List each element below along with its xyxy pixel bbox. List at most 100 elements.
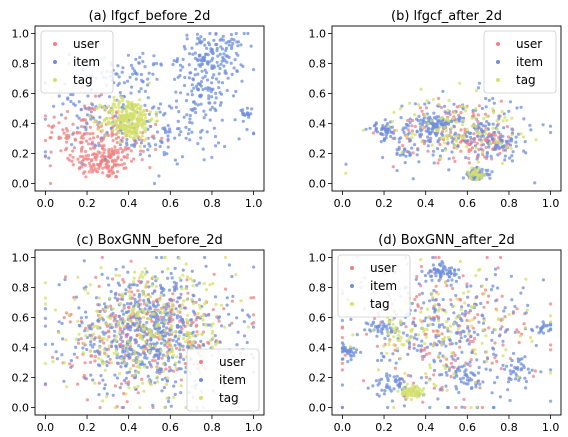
point-item xyxy=(514,135,518,139)
point-tag xyxy=(521,135,526,139)
point-item xyxy=(501,363,505,367)
point-item xyxy=(548,124,553,128)
point-item xyxy=(415,337,419,341)
point-item xyxy=(194,84,198,88)
point-item xyxy=(189,318,194,322)
point-tag xyxy=(189,345,194,350)
point-item xyxy=(171,338,175,342)
point-item xyxy=(156,357,161,361)
point-user xyxy=(113,158,117,162)
point-tag xyxy=(425,99,429,103)
point-tag xyxy=(131,117,135,121)
point-tag xyxy=(455,297,459,301)
point-tag xyxy=(179,384,183,388)
point-item xyxy=(393,136,397,140)
point-item xyxy=(389,134,393,139)
point-tag xyxy=(437,102,441,106)
point-item xyxy=(124,376,128,380)
point-item xyxy=(143,353,147,357)
point-item xyxy=(437,325,441,329)
point-item xyxy=(426,126,430,130)
point-tag xyxy=(112,98,117,102)
y-tick-label: 0.0 xyxy=(309,402,327,415)
point-user xyxy=(493,133,497,137)
point-tag xyxy=(436,292,440,296)
point-item xyxy=(477,371,481,375)
point-item xyxy=(428,405,432,410)
point-item xyxy=(151,63,155,67)
point-item xyxy=(84,285,88,289)
point-item xyxy=(379,329,383,333)
point-tag xyxy=(141,348,146,352)
point-item xyxy=(162,150,166,154)
point-item xyxy=(82,259,86,263)
point-user xyxy=(375,344,379,348)
point-tag xyxy=(239,299,243,303)
point-user xyxy=(421,357,425,361)
point-item xyxy=(432,149,436,153)
point-tag xyxy=(420,140,424,144)
point-tag xyxy=(456,326,460,330)
point-user xyxy=(499,255,503,260)
x-tick-label: 0.8 xyxy=(500,421,518,434)
point-item xyxy=(200,69,204,73)
point-item xyxy=(190,83,194,87)
point-tag xyxy=(466,170,470,174)
point-item xyxy=(89,340,93,344)
point-item xyxy=(151,291,155,295)
point-tag xyxy=(488,141,492,145)
point-item xyxy=(414,333,418,337)
point-item xyxy=(155,370,159,374)
point-item xyxy=(119,335,123,339)
point-tag xyxy=(484,334,488,338)
point-tag xyxy=(452,321,456,325)
point-item xyxy=(229,61,233,65)
point-user xyxy=(140,138,144,142)
point-tag xyxy=(420,125,424,129)
point-tag xyxy=(95,309,99,313)
point-item xyxy=(146,374,150,378)
point-tag xyxy=(422,392,426,396)
point-item xyxy=(162,113,166,117)
point-item xyxy=(181,57,185,62)
point-item xyxy=(91,345,95,349)
x-tick-label: 0.4 xyxy=(417,421,435,434)
point-item xyxy=(428,299,432,303)
point-tag xyxy=(143,272,147,276)
point-item xyxy=(89,110,93,114)
point-item xyxy=(222,57,226,61)
point-user xyxy=(71,155,75,159)
point-item xyxy=(146,96,150,100)
point-tag xyxy=(129,117,133,122)
point-user xyxy=(393,366,397,370)
point-user xyxy=(153,308,157,312)
point-item xyxy=(213,101,217,105)
point-item xyxy=(165,326,169,330)
point-item xyxy=(132,323,136,327)
point-user xyxy=(93,156,97,160)
point-item xyxy=(190,130,194,134)
point-tag xyxy=(159,294,163,298)
point-item xyxy=(464,156,468,160)
point-item xyxy=(489,154,493,158)
point-item xyxy=(182,306,186,310)
point-user xyxy=(71,122,75,126)
point-tag xyxy=(114,349,118,353)
x-tick-label: 0.2 xyxy=(78,197,96,210)
point-item xyxy=(102,386,106,391)
point-user xyxy=(102,341,106,345)
point-tag xyxy=(469,177,473,181)
point-item xyxy=(454,370,458,374)
point-item xyxy=(252,325,256,329)
point-tag xyxy=(418,387,422,391)
point-item xyxy=(129,63,133,67)
point-item xyxy=(434,298,438,302)
point-tag xyxy=(482,117,486,121)
point-tag xyxy=(471,170,475,174)
x-tick-label: 0.2 xyxy=(375,421,393,434)
point-user xyxy=(131,364,135,368)
point-tag xyxy=(210,331,214,335)
point-item xyxy=(138,152,142,156)
point-item xyxy=(495,124,499,128)
point-tag xyxy=(390,119,394,124)
